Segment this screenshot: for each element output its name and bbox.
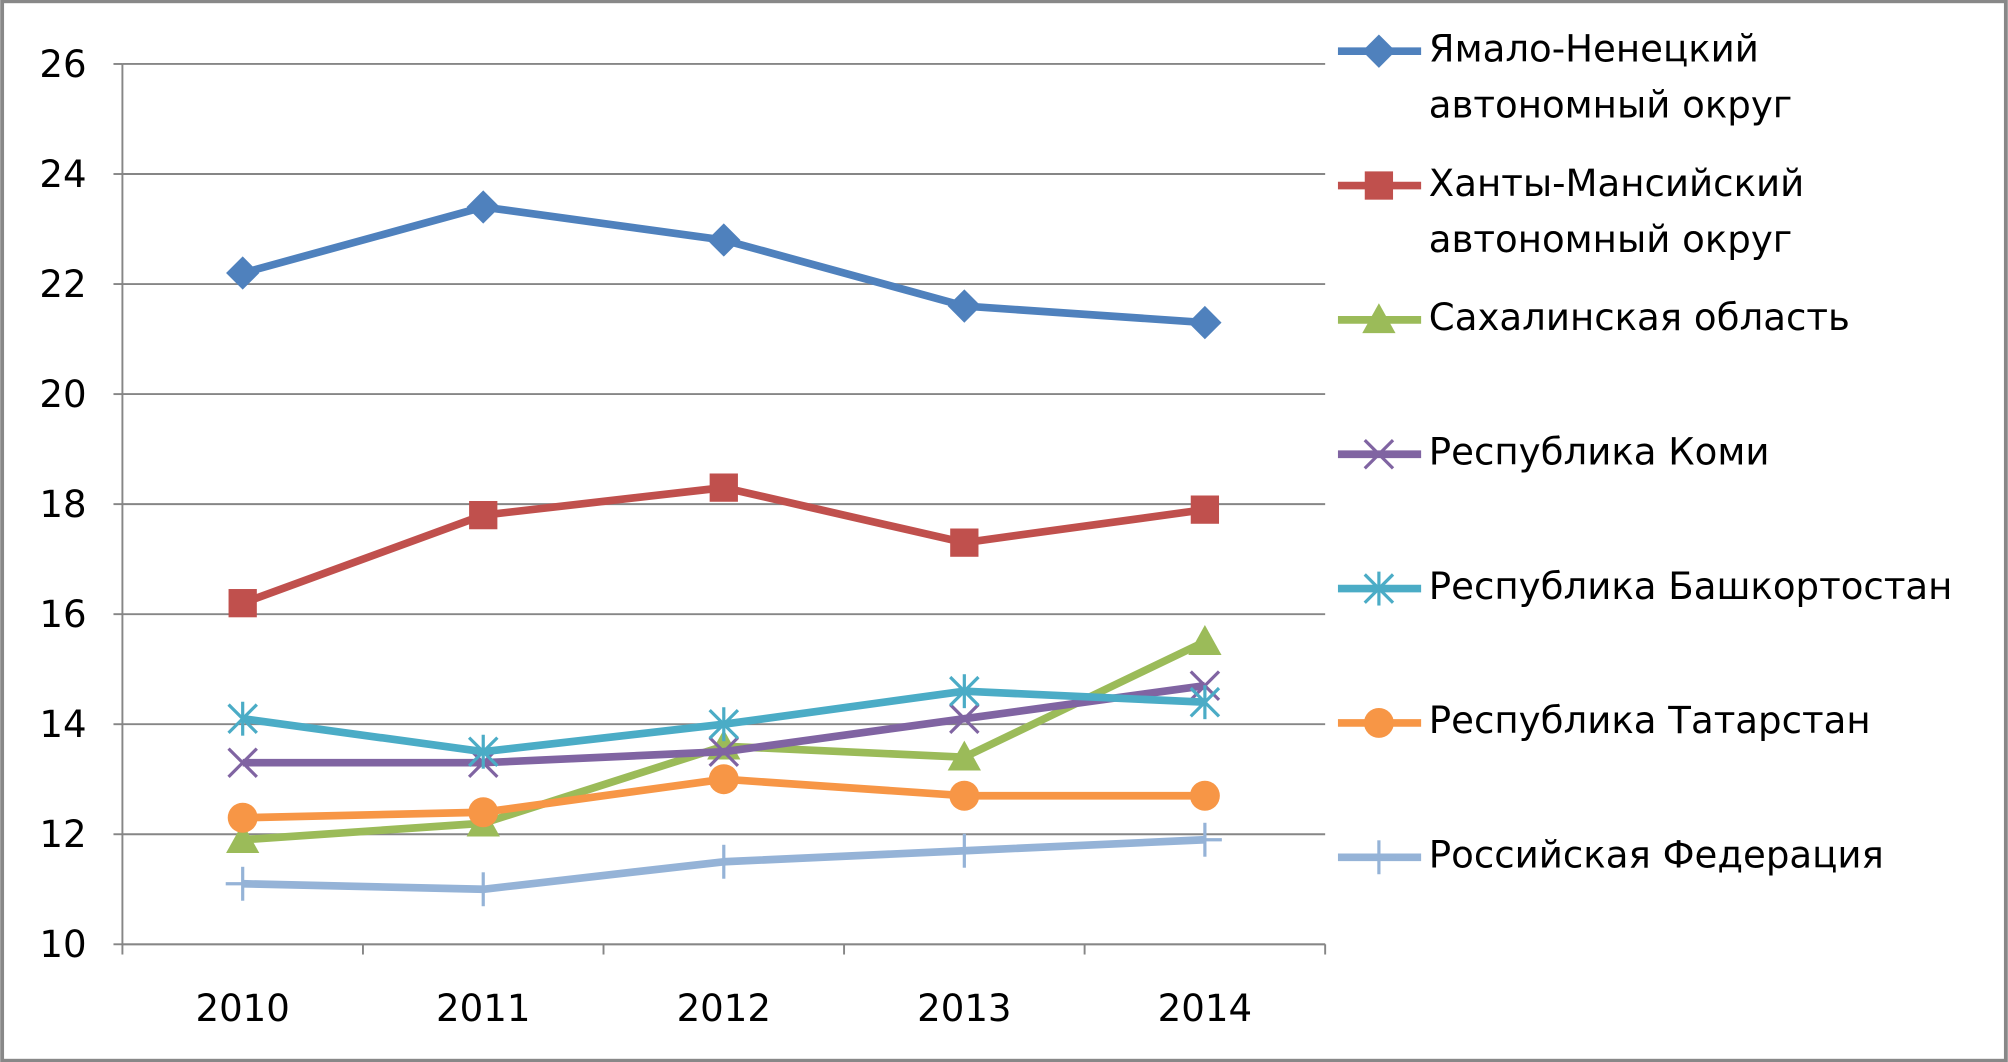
marker-shape bbox=[709, 473, 738, 502]
legend-item: Республика Башкортостан bbox=[1428, 564, 1953, 608]
marker bbox=[947, 740, 981, 771]
marker-shape bbox=[949, 780, 980, 811]
y-tick-label: 20 bbox=[39, 373, 86, 416]
legend-item: Сахалинская область bbox=[1428, 295, 1850, 340]
marker bbox=[225, 866, 260, 901]
y-tick-label: 14 bbox=[39, 703, 86, 746]
legend-label: Ямало-Ненецкий автономный округ bbox=[1428, 26, 1793, 127]
marker-shape bbox=[466, 190, 500, 224]
marker bbox=[706, 844, 741, 879]
marker bbox=[708, 707, 740, 742]
marker bbox=[1187, 822, 1222, 857]
marker bbox=[947, 833, 982, 868]
marker bbox=[949, 703, 980, 734]
marker bbox=[469, 500, 498, 530]
marker bbox=[949, 780, 980, 811]
marker bbox=[1189, 685, 1221, 720]
x-tick-label: 2012 bbox=[677, 987, 771, 1030]
marker bbox=[468, 797, 499, 828]
y-tick-label: 26 bbox=[39, 43, 86, 86]
legend-label: Республика Татарстан bbox=[1428, 698, 1871, 743]
marker bbox=[1363, 571, 1395, 606]
marker bbox=[708, 736, 740, 767]
legend-label: Сахалинская область bbox=[1428, 295, 1850, 340]
marker-shape bbox=[228, 589, 257, 618]
marker-shape bbox=[1189, 780, 1220, 811]
marker-shape bbox=[950, 528, 979, 557]
marker bbox=[1363, 438, 1395, 470]
marker bbox=[1188, 625, 1222, 655]
x-tick-label: 2011 bbox=[436, 987, 530, 1030]
marker-shape bbox=[708, 764, 739, 795]
marker bbox=[1190, 495, 1220, 524]
legend-item: Республика Татарстан bbox=[1428, 698, 1871, 743]
marker bbox=[1362, 303, 1396, 334]
legend-label: Российская Федерация bbox=[1428, 832, 1884, 877]
marker bbox=[466, 872, 501, 907]
marker bbox=[950, 528, 979, 557]
marker bbox=[1362, 34, 1396, 68]
marker bbox=[1361, 840, 1396, 875]
legend-label: Ханты-Мансийский автономный округ bbox=[1428, 161, 1805, 262]
marker-shape bbox=[469, 500, 498, 530]
marker-shape bbox=[468, 797, 499, 828]
y-tick-label: 16 bbox=[39, 593, 86, 636]
marker bbox=[949, 674, 980, 709]
legend-item: Российская Федерация bbox=[1428, 832, 1884, 877]
legend-label: Республика Коми bbox=[1428, 429, 1770, 474]
marker bbox=[226, 823, 260, 854]
legend-item: Ханты-Мансийский автономный округ bbox=[1428, 161, 1805, 262]
y-tick-label: 12 bbox=[39, 813, 86, 856]
marker bbox=[1189, 780, 1220, 811]
marker bbox=[227, 701, 258, 736]
y-tick-label: 18 bbox=[39, 483, 86, 526]
marker bbox=[709, 473, 738, 502]
legend-item: Ямало-Ненецкий автономный округ bbox=[1428, 26, 1793, 127]
marker bbox=[1363, 707, 1394, 738]
marker-shape bbox=[1188, 625, 1222, 655]
marker bbox=[227, 747, 258, 778]
legend-item: Республика Коми bbox=[1428, 429, 1770, 474]
marker-shape bbox=[226, 823, 260, 854]
y-tick-label: 22 bbox=[39, 263, 86, 306]
marker-shape bbox=[227, 802, 258, 833]
x-tick-label: 2010 bbox=[195, 987, 289, 1030]
marker-shape bbox=[1362, 34, 1396, 68]
y-tick-label: 24 bbox=[39, 153, 86, 196]
marker-shape bbox=[1190, 495, 1220, 524]
x-tick-label: 2013 bbox=[917, 987, 1011, 1030]
marker bbox=[708, 764, 739, 795]
marker-shape bbox=[708, 736, 740, 767]
y-tick-label: 10 bbox=[39, 923, 86, 966]
marker bbox=[228, 589, 257, 618]
marker-shape bbox=[947, 740, 981, 771]
marker-shape bbox=[227, 747, 258, 778]
marker-shape bbox=[949, 703, 980, 734]
legend-label: Республика Башкортостан bbox=[1428, 564, 1953, 608]
x-tick-label: 2014 bbox=[1158, 987, 1252, 1030]
marker bbox=[1364, 171, 1394, 200]
marker bbox=[466, 190, 500, 224]
marker bbox=[227, 802, 258, 833]
marker-shape bbox=[1364, 171, 1394, 200]
marker-shape bbox=[1363, 438, 1395, 470]
marker-shape bbox=[1363, 707, 1394, 738]
marker bbox=[467, 734, 499, 769]
marker-shape bbox=[1362, 303, 1396, 334]
